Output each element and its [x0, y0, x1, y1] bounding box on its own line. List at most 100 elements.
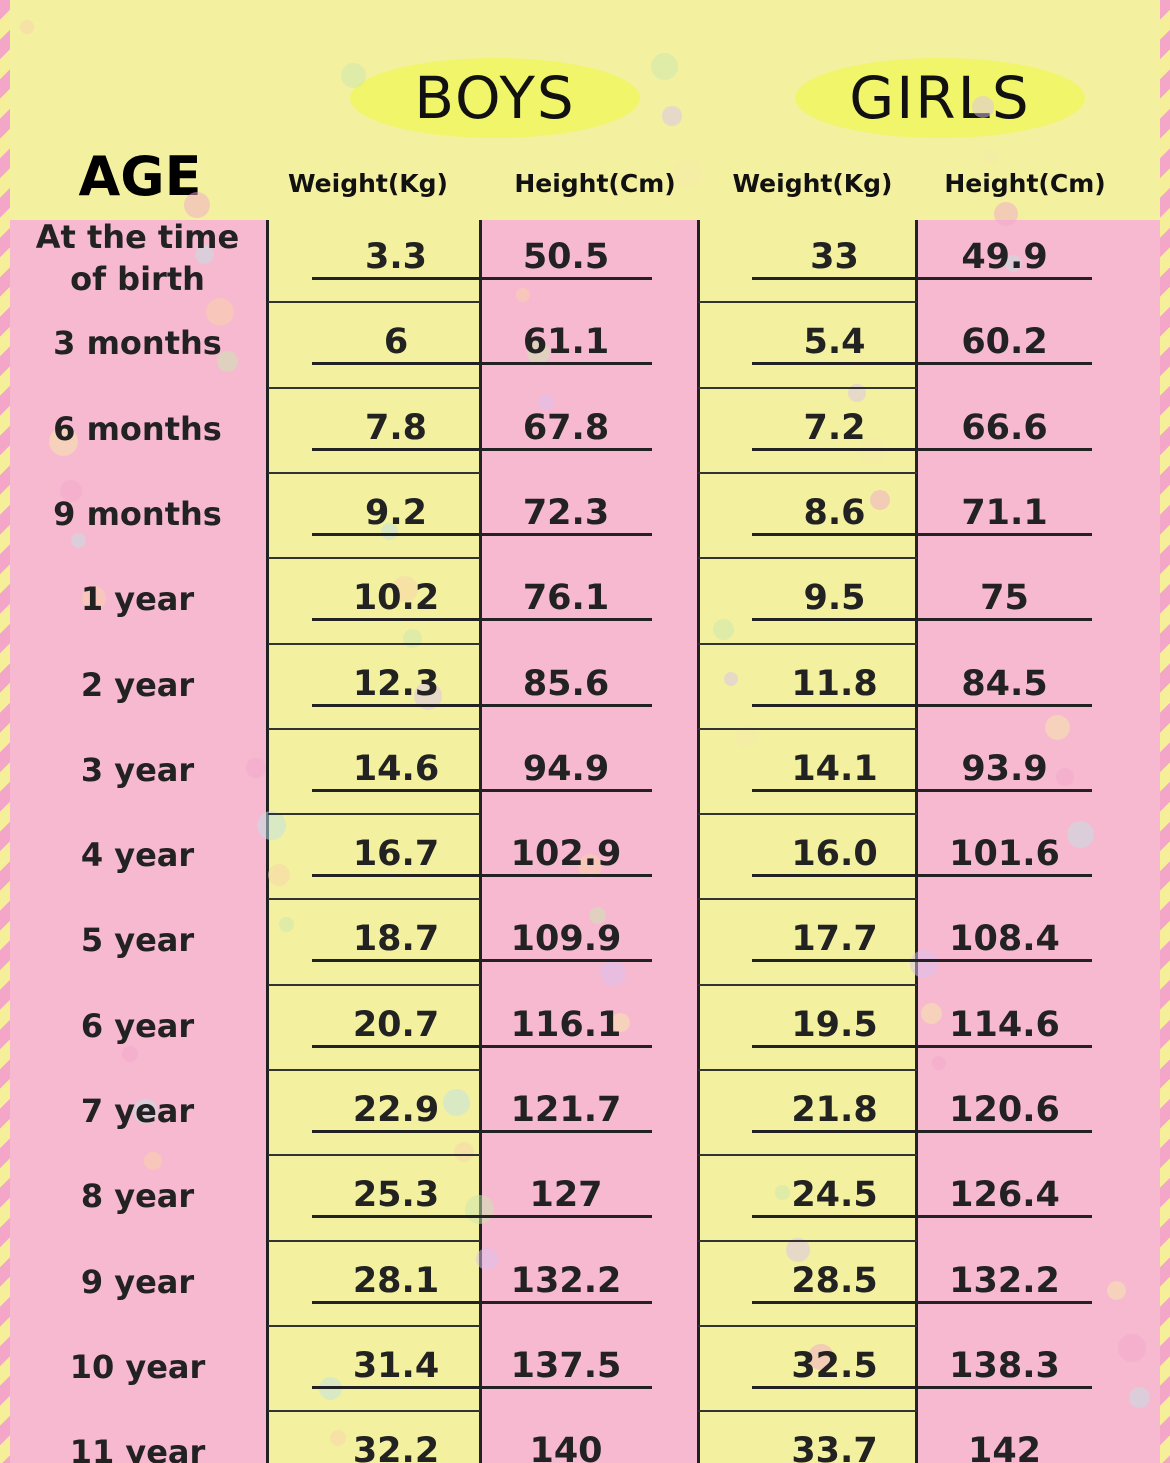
cell-value: 33 — [752, 230, 917, 280]
cell-value: 108.4 — [917, 912, 1092, 963]
age-label: 1 year — [80, 580, 195, 619]
decor-dot — [662, 106, 682, 126]
cell-value: 5.4 — [752, 315, 917, 366]
decor-dot — [786, 1238, 810, 1262]
cell-value: 137.5 — [480, 1339, 652, 1389]
cell-value: 85.6 — [480, 657, 652, 707]
decor-dot — [403, 629, 422, 648]
cell-value: 126.4 — [917, 1168, 1092, 1219]
age-label: 7 year — [80, 1092, 195, 1130]
cell-value: 94.9 — [480, 742, 652, 792]
cell-value: 101.6 — [917, 827, 1092, 878]
decor-dot — [1067, 821, 1094, 848]
right-border — [1160, 0, 1170, 1463]
decor-dot — [144, 1152, 162, 1170]
column-heading: Weight(Kg) — [732, 168, 893, 198]
decor-dot — [651, 53, 678, 80]
cell-value: 121.7 — [480, 1083, 652, 1133]
divider — [697, 220, 700, 1463]
cell-value: 72.3 — [480, 486, 652, 536]
cell-value: 93.9 — [917, 742, 1092, 792]
age-label: 9 year — [80, 1262, 195, 1301]
row-line — [698, 983, 917, 986]
decor-dot — [184, 192, 210, 218]
row-line — [268, 301, 480, 304]
cell-value: 9.2 — [312, 486, 480, 536]
cell-value: 14.1 — [752, 742, 917, 792]
decor-dot — [20, 20, 34, 34]
age-label: 6 months — [53, 409, 222, 448]
boys-height-column — [480, 220, 698, 1463]
decor-dot — [392, 576, 418, 602]
row-line — [698, 301, 917, 304]
decor-dot — [673, 159, 702, 188]
cell-value: 84.5 — [917, 657, 1092, 707]
cell-value: 140 — [480, 1424, 652, 1463]
row-line — [698, 386, 917, 389]
row-line — [698, 1324, 917, 1327]
cell-value: 9.5 — [752, 571, 917, 622]
cell-value: 7.2 — [752, 401, 917, 451]
decor-dot — [279, 917, 294, 932]
row-line — [268, 1069, 480, 1071]
left-border — [0, 0, 10, 1463]
boys-label: BOYS — [350, 58, 640, 138]
age-label: 3 months — [53, 324, 222, 363]
cell-value: 28.1 — [312, 1254, 480, 1304]
decor-dot — [122, 1046, 138, 1062]
decor-dot — [600, 960, 626, 986]
decor-dot — [724, 672, 738, 686]
cell-value: 32.5 — [752, 1339, 917, 1389]
decor-dot — [60, 480, 82, 502]
cell-value: 17.7 — [752, 912, 917, 963]
age-column — [0, 220, 268, 1463]
divider — [915, 220, 918, 1463]
cell-value: 16.0 — [752, 827, 917, 878]
cell-value: 33.7 — [752, 1424, 917, 1463]
age-label: 8 year — [80, 1177, 195, 1216]
row-line — [698, 813, 917, 816]
row-line — [698, 898, 917, 901]
cell-value: 75 — [917, 571, 1092, 622]
age-heading: AGE — [78, 145, 202, 208]
decor-dot — [1107, 1281, 1126, 1300]
decor-dot — [578, 854, 602, 878]
decor-dot — [476, 1248, 498, 1270]
age-label: 10 year — [69, 1347, 206, 1386]
decor-dot — [921, 1003, 942, 1024]
decor-dot — [972, 96, 994, 118]
row-line — [268, 898, 480, 901]
column-heading: Weight(Kg) — [288, 168, 448, 198]
decor-dot — [195, 245, 214, 264]
decor-dot — [341, 63, 366, 88]
boys-weight-column — [268, 220, 480, 1463]
row-line — [268, 1239, 480, 1242]
cell-value: 11.8 — [752, 657, 917, 707]
cell-value: 127 — [480, 1168, 652, 1219]
decor-dot — [516, 288, 530, 302]
row-line — [268, 1410, 480, 1413]
decor-dot — [71, 533, 86, 548]
column-heading: Height(Cm) — [514, 168, 676, 198]
decor-dot — [735, 725, 758, 748]
cell-value: 76.1 — [480, 571, 652, 622]
decor-dot — [797, 1291, 814, 1308]
row-line — [268, 983, 480, 986]
decor-dot — [217, 351, 238, 372]
cell-value: 16.7 — [312, 827, 480, 878]
cell-value: 32.2 — [312, 1424, 480, 1463]
cell-value: 10.2 — [312, 571, 480, 622]
decor-dot — [808, 1344, 834, 1370]
row-line — [268, 557, 480, 560]
decor-dot — [1056, 768, 1074, 786]
row-line — [268, 642, 480, 645]
row-line — [698, 471, 917, 474]
decor-dot — [1118, 1334, 1146, 1362]
row-line — [698, 1239, 917, 1242]
decor-dot — [1129, 1387, 1150, 1408]
age-label: At the time of birth — [35, 218, 240, 298]
decor-dot — [611, 1013, 630, 1032]
divider — [479, 220, 482, 1463]
age-label: 3 year — [80, 750, 195, 789]
row-line — [268, 1154, 480, 1157]
